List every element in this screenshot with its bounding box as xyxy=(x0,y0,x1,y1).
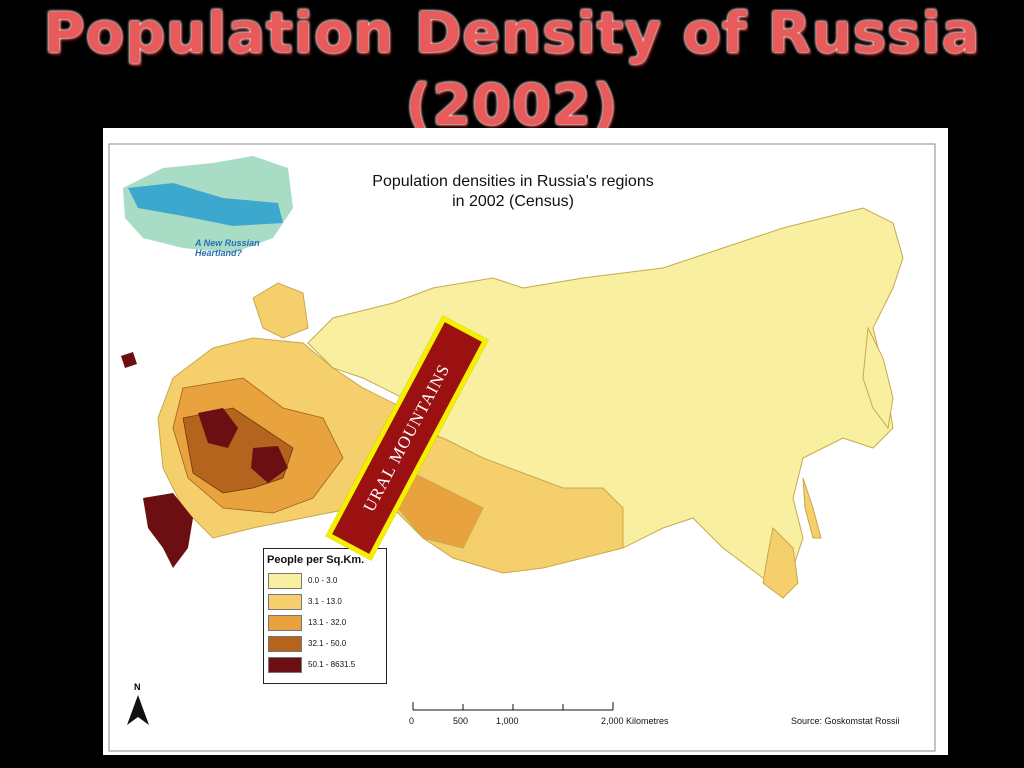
legend-swatch xyxy=(268,656,302,673)
map-border xyxy=(108,143,936,752)
inset-caption: A New Russian Heartland? xyxy=(195,238,260,258)
kola-peninsula xyxy=(252,282,309,339)
kamchatka xyxy=(862,326,894,430)
north-caucasus xyxy=(143,493,193,568)
legend-swatch xyxy=(268,635,302,652)
inset-caption-line1: A New Russian xyxy=(195,238,260,248)
slide-subtitle-year: (2002) xyxy=(405,73,619,138)
legend-label: 13.1 - 32.0 xyxy=(308,618,347,627)
scale-label: 1,000 xyxy=(496,716,519,726)
legend-row: 13.1 - 32.0 xyxy=(268,612,386,633)
kaliningrad xyxy=(121,352,137,368)
sakhalin xyxy=(802,477,822,539)
russia-map xyxy=(108,143,936,752)
primorye xyxy=(762,526,799,599)
scale-label: 0 xyxy=(409,716,415,726)
map-title-line1: Population densities in Russia's regions xyxy=(372,173,654,190)
legend-row: 0.0 - 3.0 xyxy=(268,570,386,591)
legend-label: 3.1 - 13.0 xyxy=(308,597,342,606)
legend-label: 32.1 - 50.0 xyxy=(308,639,347,648)
source-note: Source: Goskomstat Rossii xyxy=(791,716,900,726)
inset-caption-line2: Heartland? xyxy=(195,248,243,258)
scale-bar xyxy=(412,702,614,711)
map-title: Population densities in Russia's regions… xyxy=(313,172,713,212)
legend-label: 0.0 - 3.0 xyxy=(308,576,338,585)
legend-row: 50.1 - 8631.5 xyxy=(268,654,386,675)
slide-title: Population Density of Russia xyxy=(43,1,981,66)
moscow-region xyxy=(198,408,238,448)
map-title-line2: in 2002 (Census) xyxy=(452,193,574,210)
heartland-inset-map xyxy=(123,156,293,253)
legend-swatch xyxy=(268,572,302,589)
tatarstan-region xyxy=(251,446,288,483)
north-arrow-icon xyxy=(127,695,149,725)
legend-row: 3.1 - 13.0 xyxy=(268,591,386,612)
scale-label: 2,000 Kilometres xyxy=(601,716,669,726)
legend-swatch xyxy=(268,614,302,631)
scale-label: 500 xyxy=(453,716,469,726)
map-frame: A New Russian Heartland? Population dens… xyxy=(103,128,948,755)
legend-row: 32.1 - 50.0 xyxy=(268,633,386,654)
legend-label: 50.1 - 8631.5 xyxy=(308,660,356,669)
legend-title: People per Sq.Km. xyxy=(267,554,365,566)
density-legend: People per Sq.Km. 0.0 - 3.0 3.1 - 13.0 1… xyxy=(263,548,387,684)
north-arrow-label: N xyxy=(134,682,141,692)
legend-swatch xyxy=(268,593,302,610)
